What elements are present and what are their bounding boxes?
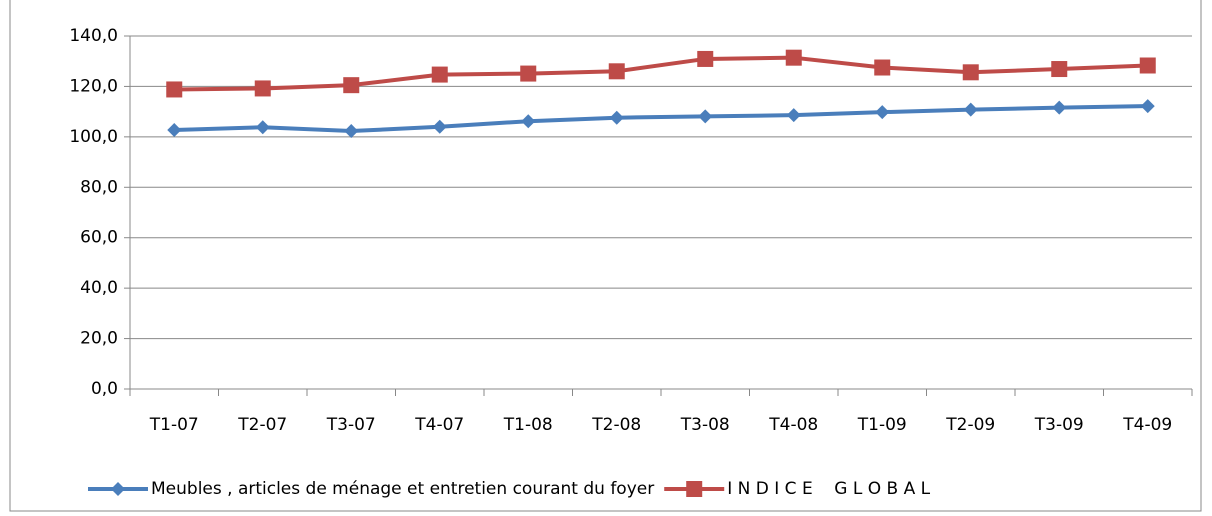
y-tick-label: 60,0 [80, 228, 118, 248]
x-tick-label: T1-09 [857, 415, 907, 435]
x-tick-label: T4-07 [414, 415, 464, 435]
data-point [608, 63, 625, 80]
data-point [167, 123, 182, 138]
data-point [962, 64, 979, 81]
y-tick-label: 120,0 [69, 76, 118, 96]
x-tick-label: T2-07 [237, 415, 287, 435]
data-point [786, 108, 801, 123]
x-tick-label: T2-08 [591, 415, 641, 435]
chart-border [9, 0, 1202, 512]
legend-swatch-marker [111, 482, 125, 496]
x-tick-label: T4-09 [1122, 415, 1172, 435]
y-tick-label: 140,0 [69, 26, 118, 46]
data-point [963, 102, 978, 117]
data-point [255, 120, 270, 135]
y-tick-label: 100,0 [69, 127, 118, 147]
y-tick-label: 0,0 [91, 379, 118, 399]
series-line [174, 104, 1148, 134]
data-point [343, 77, 360, 94]
data-point [785, 49, 802, 66]
data-point [1052, 100, 1067, 115]
data-point [254, 80, 271, 97]
data-point [1139, 57, 1156, 74]
data-point [698, 109, 713, 124]
series-line [174, 55, 1148, 92]
legend-label: I N D I C E G L O B A L [727, 479, 930, 499]
x-tick-label: T3-07 [326, 415, 376, 435]
x-tick-label: T3-08 [680, 415, 730, 435]
x-tick-label: T3-09 [1034, 415, 1084, 435]
legend-label: Meubles , articles de ménage et entretie… [151, 479, 654, 499]
x-tick-label: T1-07 [149, 415, 199, 435]
data-point [520, 65, 537, 82]
x-tick-label: T2-09 [945, 415, 995, 435]
y-tick-label: 80,0 [80, 177, 118, 197]
data-point [1140, 99, 1155, 114]
data-point [521, 114, 536, 129]
data-point [1051, 61, 1068, 78]
data-point [431, 66, 448, 83]
data-point [875, 105, 890, 120]
legend-swatch-marker [686, 481, 703, 497]
x-tick-label: T4-08 [768, 415, 818, 435]
data-point [697, 50, 714, 67]
data-point [432, 119, 447, 134]
data-point [874, 59, 891, 76]
data-point [166, 81, 183, 98]
x-tick-label: T1-08 [503, 415, 553, 435]
data-point [609, 110, 624, 125]
y-tick-label: 20,0 [80, 329, 118, 349]
data-point [344, 124, 359, 139]
y-tick-label: 40,0 [80, 278, 118, 298]
